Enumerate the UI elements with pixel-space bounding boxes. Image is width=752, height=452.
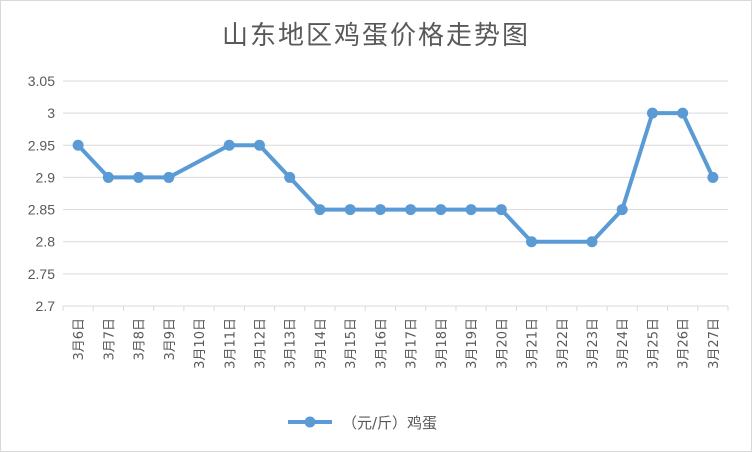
data-point (646, 107, 658, 119)
legend-label: （元/斤）鸡蛋 (342, 414, 437, 432)
data-point (374, 204, 386, 216)
chart-title: 山东地区鸡蛋价格走势图 (221, 21, 530, 51)
data-point (253, 139, 265, 151)
x-tick-label: 3月22日 (556, 318, 571, 369)
x-tick-label: 3月17日 (405, 318, 420, 369)
y-tick-label: 3.05 (28, 73, 55, 89)
x-tick-label: 3月14日 (314, 318, 329, 369)
data-point (616, 204, 628, 216)
data-point (284, 171, 296, 183)
y-tick-label: 2.9 (36, 169, 56, 185)
data-point (435, 204, 447, 216)
x-tick-label: 3月20日 (495, 318, 510, 369)
x-tick-label: 3月13日 (284, 318, 299, 369)
data-point (526, 236, 538, 248)
x-tick-label: 3月6日 (72, 318, 87, 361)
data-point (133, 171, 145, 183)
data-point (72, 139, 84, 151)
x-tick-label: 3月9日 (163, 318, 178, 361)
y-tick-label: 2.8 (36, 234, 56, 250)
x-tick-label: 3月11日 (223, 318, 238, 369)
x-tick-label: 3月10日 (193, 318, 208, 369)
x-tick-label: 3月18日 (435, 318, 450, 369)
series-line (76, 111, 715, 244)
x-tick-label: 3月23日 (586, 318, 601, 369)
y-tick-label: 3 (47, 105, 55, 121)
x-tick-label: 3月25日 (646, 318, 661, 369)
x-tick-label: 3月24日 (616, 318, 631, 369)
x-tick-label: 3月15日 (344, 318, 359, 369)
data-point (223, 139, 235, 151)
data-point (707, 171, 719, 183)
data-point (677, 107, 689, 119)
data-point (344, 204, 356, 216)
data-point (586, 236, 598, 248)
x-tick-label: 3月16日 (374, 318, 389, 369)
y-tick-label: 2.95 (28, 137, 55, 153)
data-point (465, 204, 477, 216)
y-tick-label: 2.7 (36, 298, 56, 314)
x-tick-label: 3月26日 (677, 318, 692, 369)
x-tick-label: 3月7日 (102, 318, 117, 361)
x-tick-label: 3月27日 (707, 318, 722, 369)
x-tick-label: 3月12日 (253, 318, 268, 369)
y-tick-label: 2.85 (28, 202, 55, 218)
data-point (102, 171, 114, 183)
x-tick-label: 3月19日 (465, 318, 480, 369)
legend-marker (304, 416, 316, 428)
y-tick-label: 2.75 (28, 266, 55, 282)
data-point (163, 171, 175, 183)
data-point (314, 204, 326, 216)
data-point (495, 204, 507, 216)
x-tick-label: 3月8日 (133, 318, 148, 361)
x-tick-label: 3月21日 (526, 318, 541, 369)
data-point (405, 204, 417, 216)
